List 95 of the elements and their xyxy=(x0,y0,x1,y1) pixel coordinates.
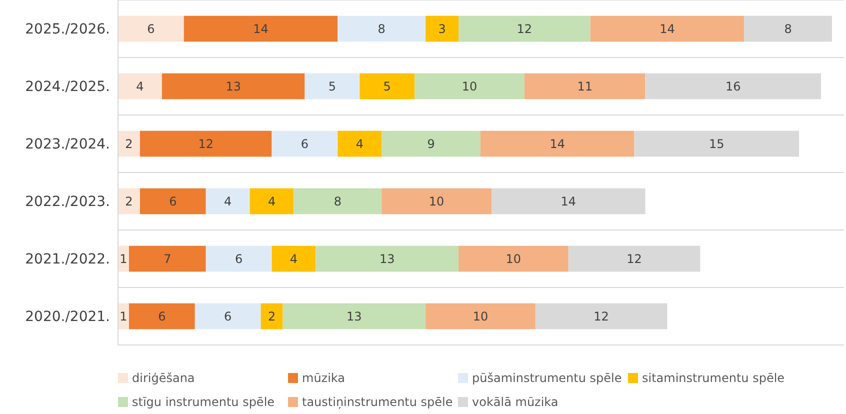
bar xyxy=(426,16,459,42)
data-label: 10 xyxy=(428,194,444,208)
bar xyxy=(360,73,415,100)
legend-label: pūšaminstrumentu spēle xyxy=(472,371,622,386)
data-label: 11 xyxy=(577,79,592,94)
data-label: 8 xyxy=(334,194,342,208)
data-label: 14 xyxy=(550,136,566,151)
data-label: 5 xyxy=(383,79,391,94)
bar xyxy=(338,130,382,157)
bar xyxy=(118,16,184,42)
bar xyxy=(634,130,800,157)
data-label: 6 xyxy=(158,309,166,324)
bar xyxy=(338,16,426,42)
bar xyxy=(118,188,140,214)
bar xyxy=(524,73,646,100)
data-label: 6 xyxy=(169,194,177,208)
data-label: 7 xyxy=(164,252,172,266)
bar xyxy=(645,73,822,100)
data-label: 14 xyxy=(660,22,675,36)
bar xyxy=(426,303,536,330)
data-label: 4 xyxy=(268,194,276,208)
data-label: 5 xyxy=(328,79,336,94)
legend-label: sitaminstrumentu spēle xyxy=(642,371,785,386)
data-label: 6 xyxy=(147,22,155,36)
bar xyxy=(140,188,206,214)
data-label: 6 xyxy=(224,309,232,324)
bar xyxy=(382,130,480,157)
data-label: 13 xyxy=(346,309,362,324)
bar xyxy=(480,130,634,157)
data-label: 6 xyxy=(300,136,309,151)
y-tick-label: 2023./2024. xyxy=(25,136,110,153)
bar xyxy=(194,303,261,330)
data-label: 6 xyxy=(235,252,243,266)
bar xyxy=(250,188,294,214)
bar xyxy=(282,303,426,330)
bar xyxy=(382,188,492,214)
y-tick-label: 2021./2022. xyxy=(25,252,110,268)
data-label: 14 xyxy=(253,22,268,36)
bar xyxy=(568,246,700,272)
data-label: 4 xyxy=(290,252,298,266)
data-label: 4 xyxy=(356,136,364,151)
data-label: 2 xyxy=(125,194,133,208)
data-label: 10 xyxy=(506,252,522,266)
bar xyxy=(128,246,206,272)
bar xyxy=(458,246,568,272)
data-label: 12 xyxy=(626,252,642,266)
bar xyxy=(272,246,316,272)
data-label: 15 xyxy=(709,136,724,151)
data-label: 4 xyxy=(224,194,232,208)
bar xyxy=(744,16,832,42)
bar xyxy=(206,188,250,214)
legend-label: vokālā mūzika xyxy=(472,395,558,410)
legend-label: diriģēšana xyxy=(132,371,195,386)
data-label: 12 xyxy=(516,22,532,36)
y-tick-label: 2022./2023. xyxy=(25,194,110,210)
legend-label: stīgu instrumentu spēle xyxy=(132,395,275,410)
y-tick-label: 2024./2025. xyxy=(25,79,110,96)
legend-label: mūzika xyxy=(302,371,346,386)
bar xyxy=(118,73,162,100)
data-label: 2 xyxy=(125,136,133,151)
data-label: 16 xyxy=(726,79,741,94)
data-label: 8 xyxy=(378,22,386,36)
data-label: 13 xyxy=(226,79,241,94)
legend-label: taustiņinstrumentu spēle xyxy=(302,395,453,410)
data-label: 4 xyxy=(136,79,144,94)
data-label: 2 xyxy=(268,309,276,324)
bar xyxy=(162,73,305,100)
data-label: 12 xyxy=(594,309,609,324)
y-tick-label: 2025./2026. xyxy=(25,22,110,38)
bar xyxy=(294,188,382,214)
bar xyxy=(304,73,360,100)
bar xyxy=(535,303,668,330)
bar xyxy=(140,130,272,157)
data-label: 9 xyxy=(427,136,435,151)
data-label: 10 xyxy=(462,79,478,94)
bar xyxy=(491,188,646,214)
bar xyxy=(414,73,524,100)
bar xyxy=(316,246,459,272)
bar xyxy=(590,16,744,42)
bar xyxy=(260,303,283,330)
data-label: 14 xyxy=(560,194,576,208)
data-label: 1 xyxy=(120,309,128,324)
data-label: 13 xyxy=(379,252,395,266)
bar xyxy=(272,130,338,157)
bar xyxy=(458,16,590,42)
bar xyxy=(118,130,140,157)
bar xyxy=(206,246,272,272)
bar xyxy=(128,303,195,330)
data-label: 12 xyxy=(198,136,214,151)
data-label: 1 xyxy=(120,252,128,266)
data-label: 3 xyxy=(438,22,446,36)
data-label: 10 xyxy=(472,309,488,324)
data-label: 8 xyxy=(784,22,792,36)
bar xyxy=(184,16,338,42)
y-tick-label: 2020./2021. xyxy=(25,309,110,326)
